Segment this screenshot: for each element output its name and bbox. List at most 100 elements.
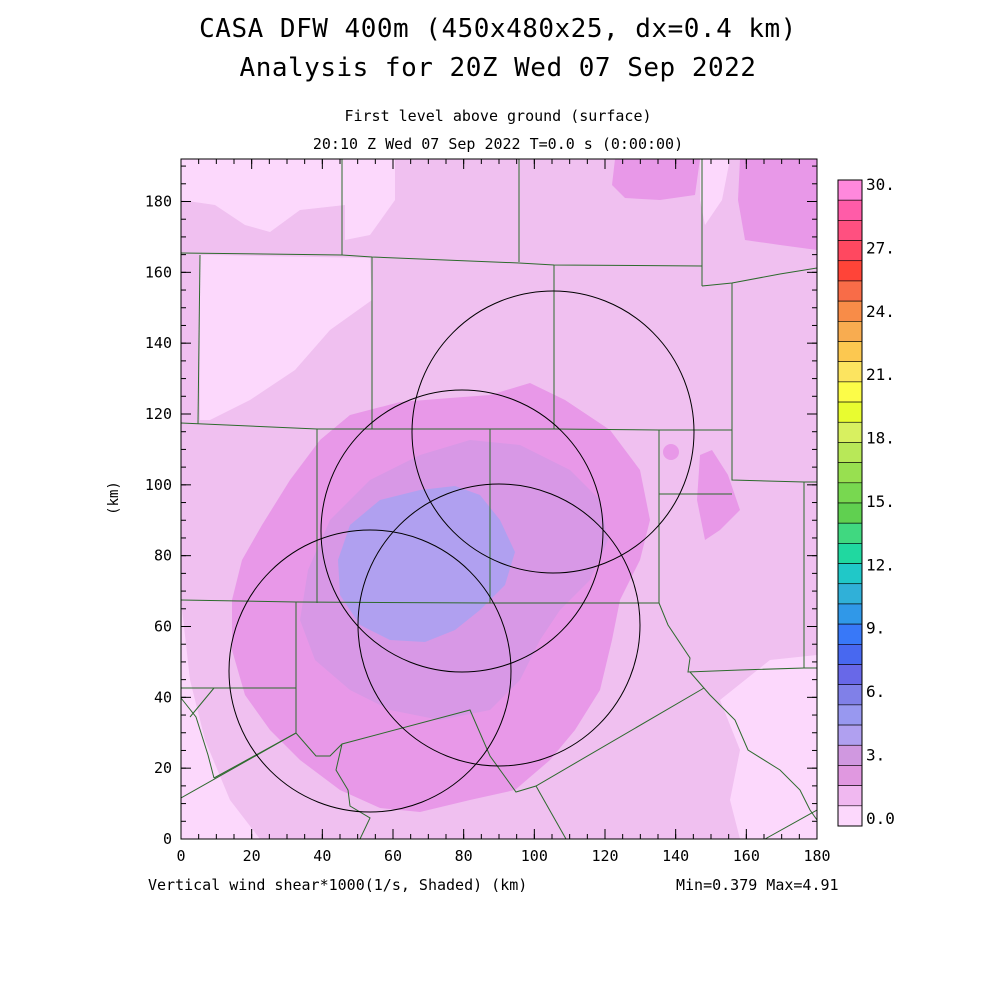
county-line [181, 252, 703, 267]
colorbar-label: 6. [866, 682, 885, 701]
colorbar-swatch [837, 220, 863, 241]
county-line [731, 283, 817, 483]
radar-ring-ne [411, 290, 695, 574]
colorbar-label: 9. [866, 619, 885, 638]
colorbar-label: 24. [866, 302, 895, 321]
radar-ring-se [357, 483, 641, 767]
colorbar-swatch [837, 401, 863, 423]
colorbar-swatch [837, 684, 863, 706]
colorbar-swatch [837, 179, 863, 201]
shade-moderate-ne2 [738, 159, 817, 250]
radar-ring-center [320, 389, 604, 673]
colorbar-label: 3. [866, 745, 885, 764]
colorbar-swatch [837, 462, 863, 484]
colorbar-label: 18. [866, 429, 895, 448]
colorbar-swatch [837, 563, 863, 585]
map-title: CASA DFW 400m (450x480x25, dx=0.4 km) [199, 14, 797, 44]
colorbar-swatch [837, 785, 863, 807]
colorbar-swatch [837, 583, 863, 605]
x-tick-label: 80 [455, 847, 473, 865]
shade-light-west [200, 255, 372, 420]
y-tick-label: 140 [145, 334, 172, 352]
y-tick-label: 80 [154, 547, 172, 565]
county-line [189, 687, 215, 718]
radar-ring-sw [228, 529, 512, 813]
colorbar-swatch [837, 260, 863, 282]
shade-moderate-spot [663, 444, 679, 460]
field-label: Vertical wind shear*1000(1/s, Shaded) (k… [148, 876, 528, 894]
colorbar-swatch [837, 704, 863, 726]
colorbar-swatch [837, 522, 863, 544]
colorbar-swatch [837, 341, 863, 362]
colorbar-label: 21. [866, 365, 895, 384]
colorbar-swatch [837, 361, 863, 383]
colorbar-swatch [837, 664, 863, 685]
colorbar-swatch [837, 280, 863, 302]
y-tick-label: 20 [154, 759, 172, 777]
colorbar-swatch [837, 300, 863, 322]
level-subtitle: First level above ground (surface) [344, 107, 652, 125]
axis-ticks: 0 20 40 60 80 100 120 140 160 180 0 20 40 60 80 100 120 1… [145, 159, 831, 865]
county-boundaries [181, 159, 817, 839]
analysis-time-title: Analysis for 20Z Wed 07 Sep 2022 [239, 53, 757, 83]
valid-time-subtitle: 20:10 Z Wed 07 Sep 2022 T=0.0 s (0:00:00… [312, 135, 684, 153]
y-tick-label: 60 [154, 618, 172, 636]
y-axis-label: (km) [106, 481, 122, 515]
y-tick-label: 100 [145, 476, 172, 494]
colorbar-swatch [837, 603, 863, 625]
county-line [181, 687, 705, 799]
colorbar-swatch [837, 765, 863, 786]
shade-light-nw [181, 159, 345, 232]
y-tick-label: 180 [145, 193, 172, 211]
county-line [689, 671, 817, 821]
shade-light-ne [700, 159, 730, 225]
county-line [535, 785, 567, 839]
colorbar-swatch [837, 381, 863, 403]
x-tick-label: 180 [803, 847, 830, 865]
y-tick-label: 120 [145, 405, 172, 423]
colorbar-frame [837, 179, 863, 827]
colorbar-swatch [837, 321, 863, 342]
x-tick-label: 140 [662, 847, 689, 865]
county-line [181, 422, 732, 431]
county-line [181, 697, 215, 779]
county-line [181, 599, 659, 604]
x-tick-label: 40 [313, 847, 331, 865]
x-tick-label: 100 [521, 847, 548, 865]
county-line [335, 743, 371, 839]
x-tick-label: 60 [384, 847, 402, 865]
colorbar-swatch [837, 744, 863, 766]
colorbar-swatch [837, 644, 863, 665]
colorbar-swatch [837, 502, 863, 524]
shade-moderate-ne1 [612, 159, 700, 200]
county-line [764, 809, 817, 839]
shade-light-north [345, 159, 395, 240]
colorbar-label: 15. [866, 492, 895, 511]
y-tick-label: 40 [154, 688, 172, 706]
colorbar-swatch [837, 623, 863, 645]
x-tick-label: 0 [176, 847, 185, 865]
shade-moderate-e [697, 450, 740, 540]
colorbar-swatch [837, 421, 863, 443]
shade-light-sw [181, 600, 260, 839]
county-line [701, 267, 817, 287]
shaded-field [181, 159, 817, 839]
x-tick-label: 160 [733, 847, 760, 865]
x-tick-label: 120 [591, 847, 618, 865]
county-line [197, 254, 201, 425]
colorbar-swatch [837, 805, 863, 827]
shade-light-se [720, 655, 817, 839]
y-tick-label: 160 [145, 263, 172, 281]
colorbar: 30. 27. 24. 21. 18. 15. 12. 9. 6. 3. 0.0 [837, 175, 895, 828]
colorbar-swatch [837, 482, 863, 504]
county-line [658, 430, 817, 673]
y-tick-label: 0 [163, 830, 172, 848]
colorbar-swatch [837, 199, 863, 221]
colorbar-label: 30. [866, 175, 895, 194]
min-max-readout: Min=0.379 Max=4.91 [676, 876, 839, 894]
x-tick-label: 20 [243, 847, 261, 865]
colorbar-label: 27. [866, 238, 895, 257]
colorbar-swatch [837, 543, 863, 564]
radar-range-rings [228, 290, 695, 813]
